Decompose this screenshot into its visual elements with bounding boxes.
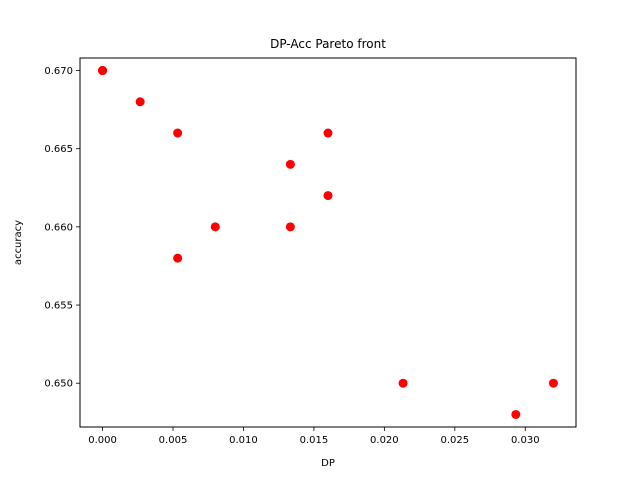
- data-point-6: [210, 222, 220, 232]
- data-point-7: [285, 159, 295, 169]
- data-point-5: [173, 253, 183, 263]
- x-axis-ticks: 0.000 0.005 0.010 0.015 0.020 0.025 0.030: [88, 427, 540, 446]
- chart-title: DP-Acc Pareto front: [270, 37, 386, 51]
- x-tick-label: 0.025: [440, 435, 469, 446]
- data-point-13: [548, 378, 558, 388]
- y-tick-label: 0.670: [44, 66, 73, 77]
- y-axis-ticks: 0.650 0.655 0.660 0.665 0.670: [44, 66, 80, 390]
- points-layer: [98, 66, 558, 419]
- x-tick-label: 0.000: [88, 435, 117, 446]
- data-point-2: [98, 66, 108, 76]
- y-tick-label: 0.655: [44, 301, 73, 312]
- x-tick-label: 0.010: [229, 435, 258, 446]
- x-axis-label: DP: [321, 458, 335, 469]
- x-tick-label: 0.030: [511, 435, 540, 446]
- data-point-4: [173, 128, 183, 138]
- y-axis-label: accuracy: [13, 220, 24, 265]
- data-point-12: [511, 409, 521, 419]
- y-tick-label: 0.665: [44, 144, 73, 155]
- data-point-9: [323, 128, 333, 138]
- x-tick-label: 0.015: [300, 435, 329, 446]
- data-point-10: [323, 191, 333, 201]
- x-tick-label: 0.005: [159, 435, 188, 446]
- y-tick-label: 0.650: [44, 379, 73, 390]
- y-tick-label: 0.660: [44, 222, 73, 233]
- data-point-3: [135, 97, 145, 107]
- data-point-8: [285, 222, 295, 232]
- data-point-11: [398, 378, 408, 388]
- plot-frame: [79, 57, 577, 428]
- x-tick-label: 0.020: [370, 435, 399, 446]
